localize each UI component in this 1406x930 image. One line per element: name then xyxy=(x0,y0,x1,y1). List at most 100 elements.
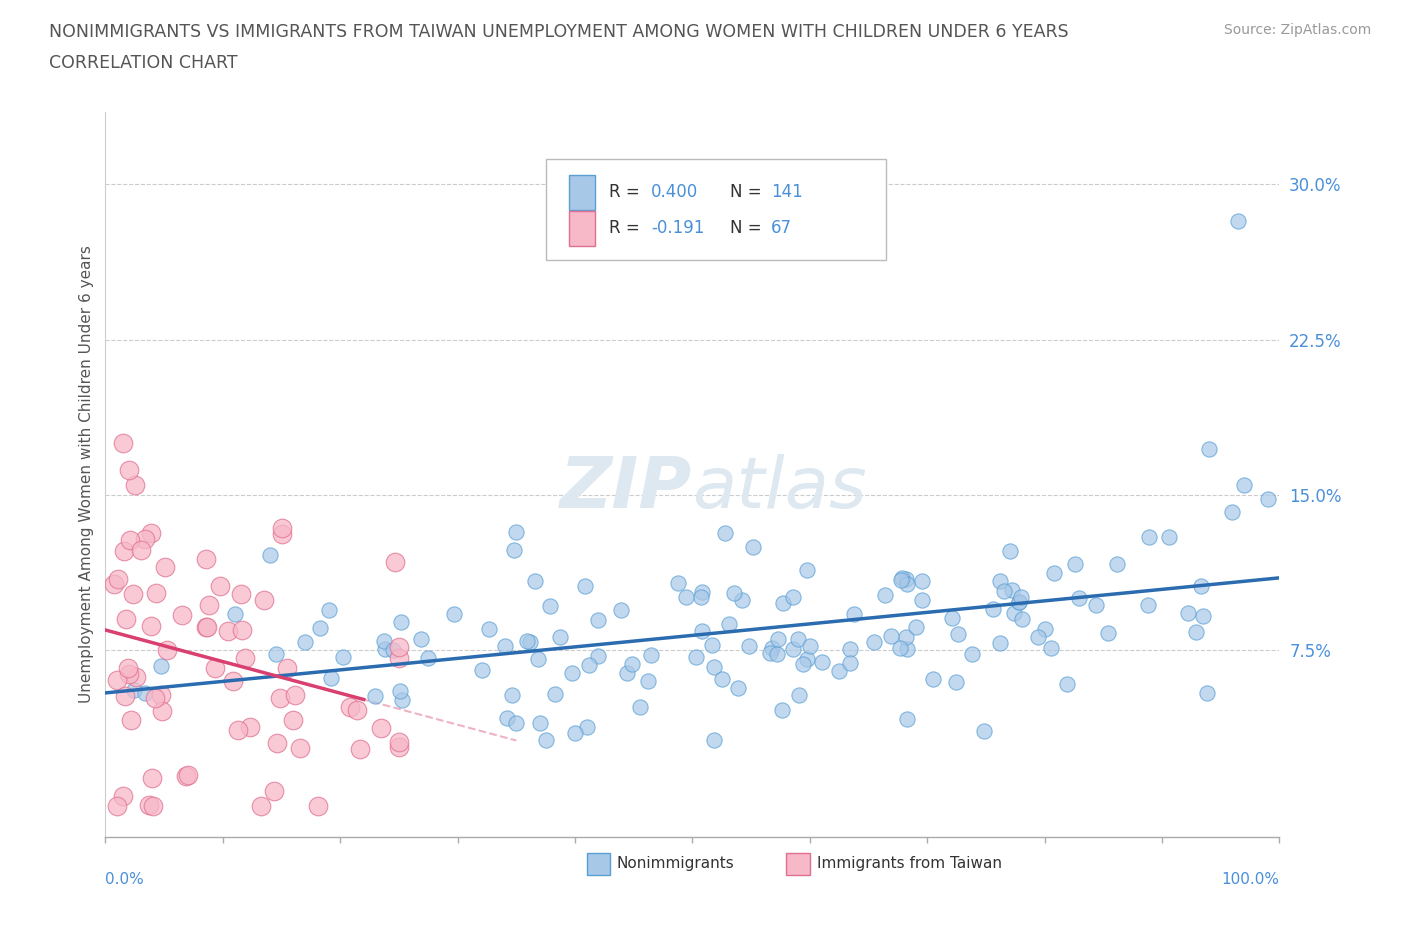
Text: NONIMMIGRANTS VS IMMIGRANTS FROM TAIWAN UNEMPLOYMENT AMONG WOMEN WITH CHILDREN U: NONIMMIGRANTS VS IMMIGRANTS FROM TAIWAN … xyxy=(49,23,1069,41)
Point xyxy=(792,657,814,671)
Point xyxy=(176,768,198,783)
Point xyxy=(319,671,342,685)
Point xyxy=(685,649,707,664)
Point xyxy=(388,739,411,754)
Point xyxy=(149,658,172,673)
Text: 0.0%: 0.0% xyxy=(105,871,145,887)
Point xyxy=(988,574,1011,589)
FancyBboxPatch shape xyxy=(546,159,886,260)
Point xyxy=(117,660,139,675)
Point xyxy=(141,618,163,633)
Point xyxy=(233,651,256,666)
Point xyxy=(738,639,761,654)
Point xyxy=(1191,608,1213,623)
Text: 141: 141 xyxy=(770,183,803,201)
Point xyxy=(921,671,943,686)
Point xyxy=(640,648,662,663)
Point xyxy=(742,539,765,554)
Point xyxy=(494,639,516,654)
Point xyxy=(960,646,983,661)
Point xyxy=(141,770,163,785)
Point xyxy=(911,574,934,589)
Point xyxy=(124,670,146,684)
Point xyxy=(787,631,810,646)
Point xyxy=(713,525,735,540)
Point xyxy=(409,631,432,646)
Point xyxy=(112,788,135,803)
Point xyxy=(501,687,523,702)
Text: N =: N = xyxy=(730,183,766,201)
Text: atlas: atlas xyxy=(693,455,868,524)
Point xyxy=(388,684,411,698)
Point xyxy=(620,656,643,671)
Point xyxy=(1042,566,1064,581)
Point xyxy=(112,544,135,559)
Point xyxy=(941,610,963,625)
Point xyxy=(690,624,713,639)
Point xyxy=(204,660,226,675)
Point xyxy=(318,602,340,617)
Text: 67: 67 xyxy=(770,219,792,237)
Point xyxy=(588,613,610,628)
Point xyxy=(1222,504,1244,519)
Point xyxy=(195,619,218,634)
Point xyxy=(226,723,249,737)
Point xyxy=(224,607,246,622)
Point xyxy=(250,799,273,814)
Point xyxy=(1002,605,1025,620)
Point xyxy=(107,673,129,688)
Point xyxy=(575,720,598,735)
Text: -0.191: -0.191 xyxy=(651,219,704,237)
Point xyxy=(259,548,281,563)
Point xyxy=(143,691,166,706)
Text: Source: ZipAtlas.com: Source: ZipAtlas.com xyxy=(1223,23,1371,37)
Point xyxy=(610,603,633,618)
Point xyxy=(339,699,361,714)
Bar xyxy=(786,853,810,875)
Point xyxy=(948,627,970,642)
Point xyxy=(1039,641,1062,656)
Point xyxy=(890,573,912,588)
Point xyxy=(1084,597,1107,612)
Text: R =: R = xyxy=(609,219,645,237)
Point xyxy=(114,689,136,704)
Point xyxy=(1195,685,1218,700)
Point xyxy=(231,623,253,638)
Point xyxy=(1001,582,1024,597)
Text: Nonimmigrants: Nonimmigrants xyxy=(616,857,734,871)
Point xyxy=(391,692,413,707)
Point xyxy=(703,659,725,674)
Point xyxy=(616,666,638,681)
Point xyxy=(389,615,412,630)
Point xyxy=(896,577,918,591)
Point xyxy=(875,587,897,602)
Point xyxy=(142,799,165,814)
Point xyxy=(231,587,253,602)
Point xyxy=(177,767,200,782)
Point xyxy=(145,586,167,601)
Point xyxy=(346,702,368,717)
Point xyxy=(945,674,967,689)
Point xyxy=(675,590,697,604)
Point xyxy=(1033,621,1056,636)
Point xyxy=(269,691,291,706)
Point xyxy=(1056,677,1078,692)
Point xyxy=(294,634,316,649)
Point xyxy=(270,521,292,536)
Point xyxy=(702,732,724,747)
Point xyxy=(711,671,734,686)
Point xyxy=(418,651,440,666)
Point xyxy=(993,584,1015,599)
Point xyxy=(586,649,609,664)
Point xyxy=(561,665,583,680)
Point xyxy=(548,629,571,644)
Point xyxy=(544,686,567,701)
Point xyxy=(799,639,821,654)
Point xyxy=(263,783,285,798)
Point xyxy=(478,621,501,636)
Point xyxy=(155,560,177,575)
Point xyxy=(370,721,392,736)
Point xyxy=(1011,611,1033,626)
Point xyxy=(156,643,179,658)
Point xyxy=(443,606,465,621)
